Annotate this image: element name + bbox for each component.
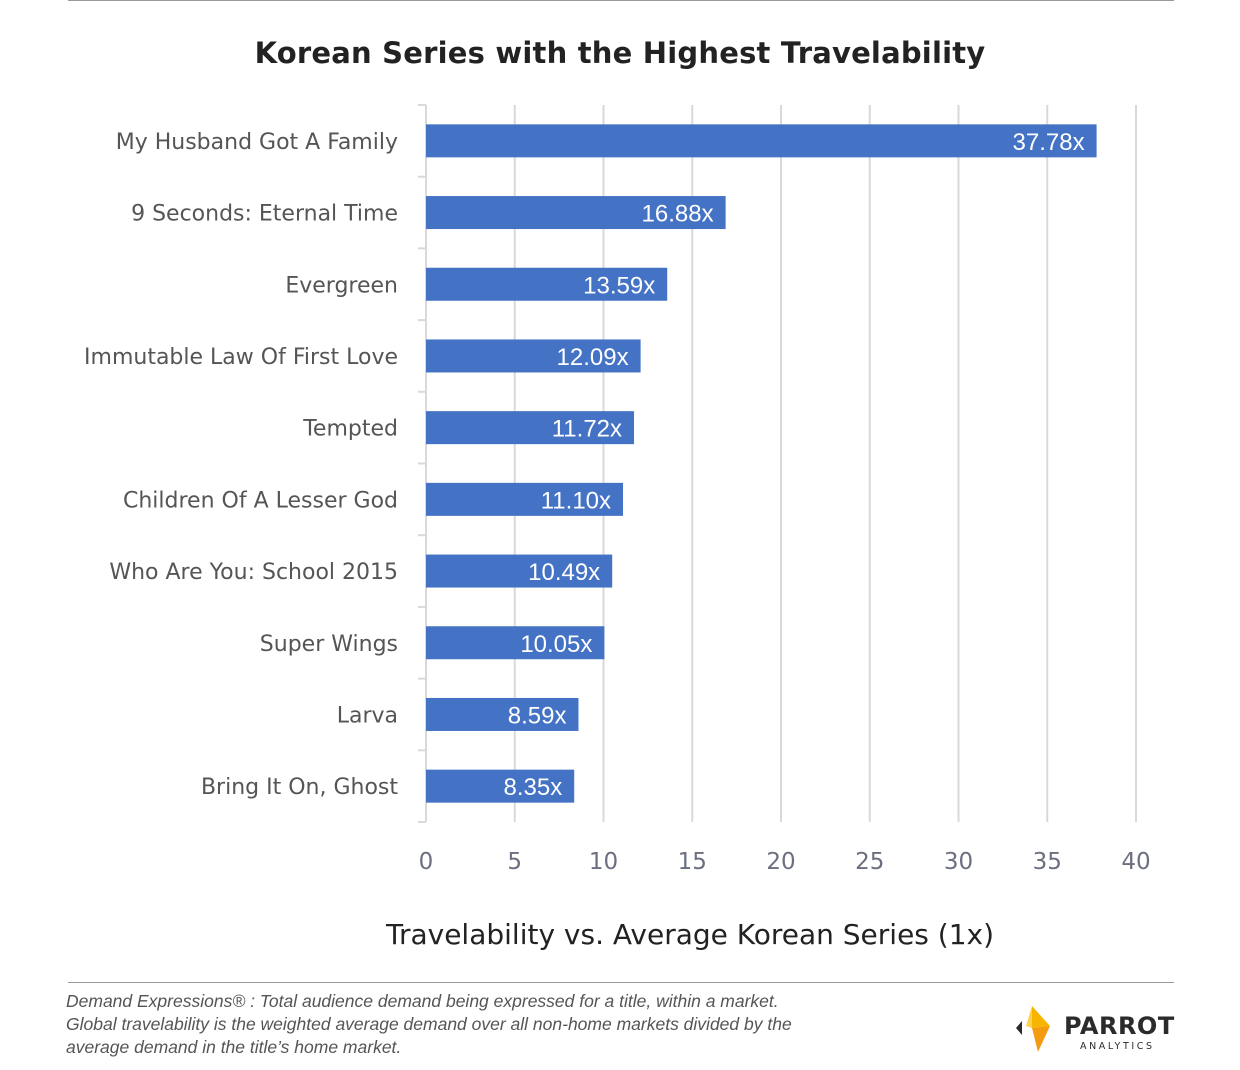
footer-rule — [68, 982, 1174, 983]
bar-chart: 37.78x 16.88x 13.59x 12.09x 11.72x 11.10x 10.4… — [84, 104, 1151, 875]
category-label: Larva — [337, 703, 398, 728]
category-label: Immutable Law Of First Love — [84, 345, 398, 370]
bar — [426, 482, 624, 516]
category-label: Tempted — [302, 417, 398, 442]
bar — [426, 769, 575, 803]
bar-value-label: 37.78x — [1013, 129, 1085, 156]
bar — [426, 411, 635, 445]
bar — [426, 196, 726, 230]
parrot-analytics-logo: PARROT ANALYTICS — [1012, 1004, 1175, 1056]
logo-subtitle: ANALYTICS — [1080, 1041, 1155, 1052]
bar-value-label: 13.59x — [583, 272, 655, 299]
category-label: Children Of A Lesser God — [123, 488, 398, 513]
bar — [426, 124, 1097, 158]
category-label: Bring It On, Ghost — [201, 775, 398, 800]
bar — [426, 554, 613, 588]
category-label: Evergreen — [285, 273, 398, 298]
footnote-line-1: Demand Expressions® : Total audience dem… — [66, 991, 779, 1011]
bar-value-label: 8.59x — [508, 702, 567, 729]
category-labels: My Husband Got A Family 9 Seconds: Eterna… — [84, 130, 398, 800]
x-tick-label: 25 — [855, 849, 884, 875]
bar — [426, 626, 605, 660]
bar-value-label: 11.72x — [552, 416, 622, 443]
x-tick-label: 20 — [766, 849, 795, 875]
x-tick-label: 15 — [678, 849, 707, 875]
category-label: Who Are You: School 2015 — [109, 560, 398, 585]
footnote-line-3: average demand in the title’s home marke… — [66, 1037, 402, 1057]
x-tick-label: 5 — [507, 849, 522, 875]
bar-value-label: 10.05x — [520, 631, 592, 658]
x-tick-label: 35 — [1033, 849, 1062, 875]
bar — [426, 267, 668, 301]
x-tick-label: 40 — [1121, 849, 1150, 875]
bar-value-label: 8.35x — [503, 774, 562, 801]
category-label: Super Wings — [260, 632, 398, 657]
bar-value-label: 11.10x — [541, 487, 611, 514]
x-tick-label: 30 — [944, 849, 973, 875]
category-label: 9 Seconds: Eternal Time — [131, 202, 398, 227]
logo-wordmark: PARROT — [1064, 1012, 1175, 1040]
parrot-logo-icon — [1016, 1006, 1050, 1052]
top-rule — [68, 0, 1174, 1]
x-tick-label: 10 — [589, 849, 618, 875]
x-tick-labels: 0 5 10 15 20 25 30 35 40 — [419, 849, 1151, 875]
x-axis-label: Travelability vs. Average Korean Series … — [385, 918, 995, 951]
bar-value-label: 10.49x — [528, 559, 600, 586]
footnote: Demand Expressions® : Total audience dem… — [66, 990, 886, 1059]
chart-title: Korean Series with the Highest Travelabi… — [254, 36, 986, 70]
bars: 37.78x 16.88x 13.59x 12.09x 11.72x 11.10x 10.4… — [426, 124, 1097, 803]
bar — [426, 697, 579, 731]
bar — [426, 339, 641, 373]
bar-value-label: 16.88x — [642, 201, 714, 228]
bar-value-label: 12.09x — [557, 344, 629, 371]
x-tick-label: 0 — [419, 849, 434, 875]
category-label: My Husband Got A Family — [116, 130, 398, 155]
footnote-line-2: Global travelability is the weighted ave… — [66, 1014, 792, 1034]
